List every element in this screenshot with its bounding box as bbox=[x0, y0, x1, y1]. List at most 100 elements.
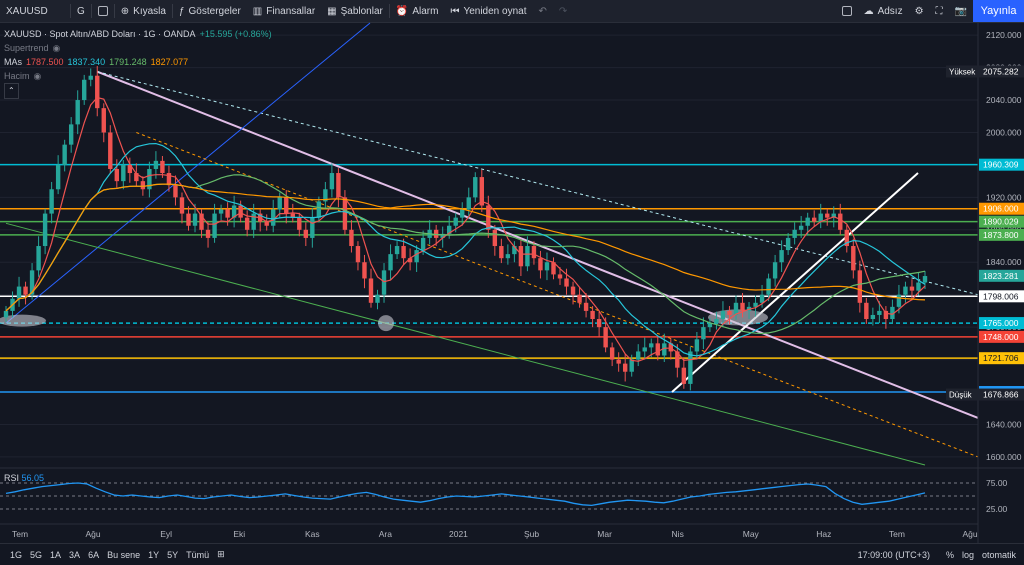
candle-body bbox=[440, 233, 445, 238]
candle-body bbox=[36, 246, 41, 271]
candle-body bbox=[433, 229, 439, 238]
candle-body bbox=[890, 306, 895, 320]
settings-button[interactable]: ⚙ bbox=[909, 0, 930, 22]
price-marker-label: 2075.282 bbox=[983, 66, 1019, 76]
financials-button[interactable]: ▥ Finansallar bbox=[247, 0, 321, 22]
chart-type-button[interactable] bbox=[92, 0, 114, 22]
candle-body bbox=[811, 217, 817, 222]
rsi-label[interactable]: RSI bbox=[4, 473, 20, 483]
x-tick-label: Kas bbox=[305, 529, 320, 539]
level-price-label: 1721.706 bbox=[983, 353, 1019, 363]
x-tick-label: Tem bbox=[12, 529, 28, 539]
interval-button[interactable]: G bbox=[71, 0, 91, 22]
alert-button[interactable]: ⏰ Alarm bbox=[390, 0, 445, 22]
range-all[interactable]: Tümü bbox=[186, 549, 210, 560]
range-1y[interactable]: 1Y bbox=[148, 549, 160, 560]
candle-body bbox=[727, 310, 732, 315]
range-1m[interactable]: 1A bbox=[50, 549, 62, 560]
level-price-tag bbox=[979, 215, 1024, 228]
candle-body bbox=[538, 258, 543, 271]
publish-button[interactable]: Yayınla bbox=[973, 0, 1024, 22]
x-tick-label: Haz bbox=[816, 529, 831, 539]
range-5y[interactable]: 5Y bbox=[167, 549, 179, 560]
templates-button[interactable]: ▦ Şablonlar bbox=[321, 0, 389, 22]
level-price-tag bbox=[979, 317, 1024, 330]
candle-body bbox=[525, 246, 530, 267]
candle-body bbox=[883, 310, 889, 320]
fullscreen-button[interactable]: ⛶ bbox=[930, 0, 949, 22]
volume-indicator-label[interactable]: Hacim bbox=[4, 71, 30, 81]
y-tick-label: 1720.000 bbox=[986, 355, 1022, 365]
alarm-clock-icon: ⏰ bbox=[395, 5, 409, 17]
candle-body bbox=[603, 327, 608, 348]
moving-average-line bbox=[5, 142, 926, 357]
compare-button[interactable]: ⊕ Kıyasla bbox=[115, 0, 172, 22]
candle-body bbox=[792, 229, 797, 238]
candle-body bbox=[759, 294, 765, 303]
candle-body bbox=[779, 250, 784, 263]
highlight-ellipse bbox=[708, 309, 768, 326]
supertrend-indicator-label[interactable]: Supertrend bbox=[4, 43, 49, 53]
candle-body bbox=[147, 168, 152, 190]
candle-body bbox=[903, 286, 908, 295]
candle-body bbox=[668, 343, 674, 352]
range-ytd[interactable]: Bu sene bbox=[107, 549, 141, 560]
date-range-icon[interactable]: ⊞ bbox=[217, 549, 225, 559]
level-price-tag bbox=[979, 228, 1024, 241]
range-6m[interactable]: 6A bbox=[88, 549, 100, 560]
candle-body bbox=[896, 294, 902, 307]
percent-toggle[interactable]: % bbox=[945, 549, 954, 560]
interval-label: G bbox=[77, 5, 85, 17]
candle-body bbox=[349, 229, 354, 247]
layout-toggle-button[interactable] bbox=[836, 0, 858, 22]
clock-label[interactable]: 17:09:00 (UTC+3) bbox=[857, 549, 930, 560]
candle-body bbox=[740, 302, 745, 311]
candle-body bbox=[153, 160, 159, 169]
candle-body bbox=[785, 237, 791, 251]
candle-body bbox=[486, 205, 491, 230]
function-icon: ƒ bbox=[178, 5, 185, 17]
y-tick-label: 1920.000 bbox=[986, 192, 1022, 202]
x-tick-label: Eyl bbox=[160, 529, 172, 539]
auto-scale-toggle[interactable]: otomatik bbox=[981, 549, 1016, 560]
collapse-legend-icon[interactable]: ⌃ bbox=[4, 83, 19, 99]
candle-body bbox=[212, 213, 217, 238]
range-1d[interactable]: 1G bbox=[10, 549, 23, 560]
candle-body bbox=[609, 347, 615, 360]
candle-body bbox=[264, 221, 269, 226]
candle-body bbox=[336, 173, 341, 198]
eye-off-icon[interactable]: ◉ bbox=[52, 43, 61, 53]
redo-button[interactable]: ↷ bbox=[553, 0, 573, 22]
layout-name-button[interactable]: ☁ Adsız bbox=[858, 0, 909, 22]
range-5d[interactable]: 5G bbox=[30, 549, 43, 560]
candle-body bbox=[844, 229, 849, 247]
candle-body bbox=[29, 270, 35, 295]
candle-body bbox=[505, 254, 511, 259]
candle-body bbox=[675, 351, 680, 368]
replay-button[interactable]: ⏮ Yeniden oynat bbox=[444, 0, 532, 22]
replay-label: Yeniden oynat bbox=[463, 5, 527, 17]
symbol-search[interactable]: XAUUSD bbox=[0, 0, 70, 22]
moving-average-line bbox=[5, 96, 926, 362]
indicators-button[interactable]: ƒ Göstergeler bbox=[173, 0, 247, 22]
candle-body bbox=[303, 229, 309, 238]
eye-off-icon[interactable]: ◉ bbox=[33, 71, 42, 81]
candle-body bbox=[909, 286, 915, 291]
fullscreen-icon: ⛶ bbox=[935, 5, 943, 17]
range-3m[interactable]: 3A bbox=[69, 549, 81, 560]
candle-body bbox=[420, 237, 426, 251]
snapshot-button[interactable]: 📷 bbox=[949, 0, 973, 22]
level-price-tag bbox=[979, 386, 1024, 399]
log-toggle[interactable]: log bbox=[961, 549, 974, 560]
candle-body bbox=[596, 319, 602, 328]
undo-button[interactable]: ↶ bbox=[532, 0, 552, 22]
y-tick-label: 2040.000 bbox=[986, 95, 1022, 105]
candle-body bbox=[238, 205, 243, 218]
price-change: +15.595 (+0.86%) bbox=[199, 29, 272, 39]
moving-average-line bbox=[5, 174, 926, 335]
candle-body bbox=[766, 278, 771, 295]
candle-body bbox=[257, 213, 263, 222]
candle-body bbox=[857, 270, 863, 303]
candle-body bbox=[297, 217, 302, 230]
mas-indicator-label[interactable]: MAs bbox=[4, 57, 22, 67]
